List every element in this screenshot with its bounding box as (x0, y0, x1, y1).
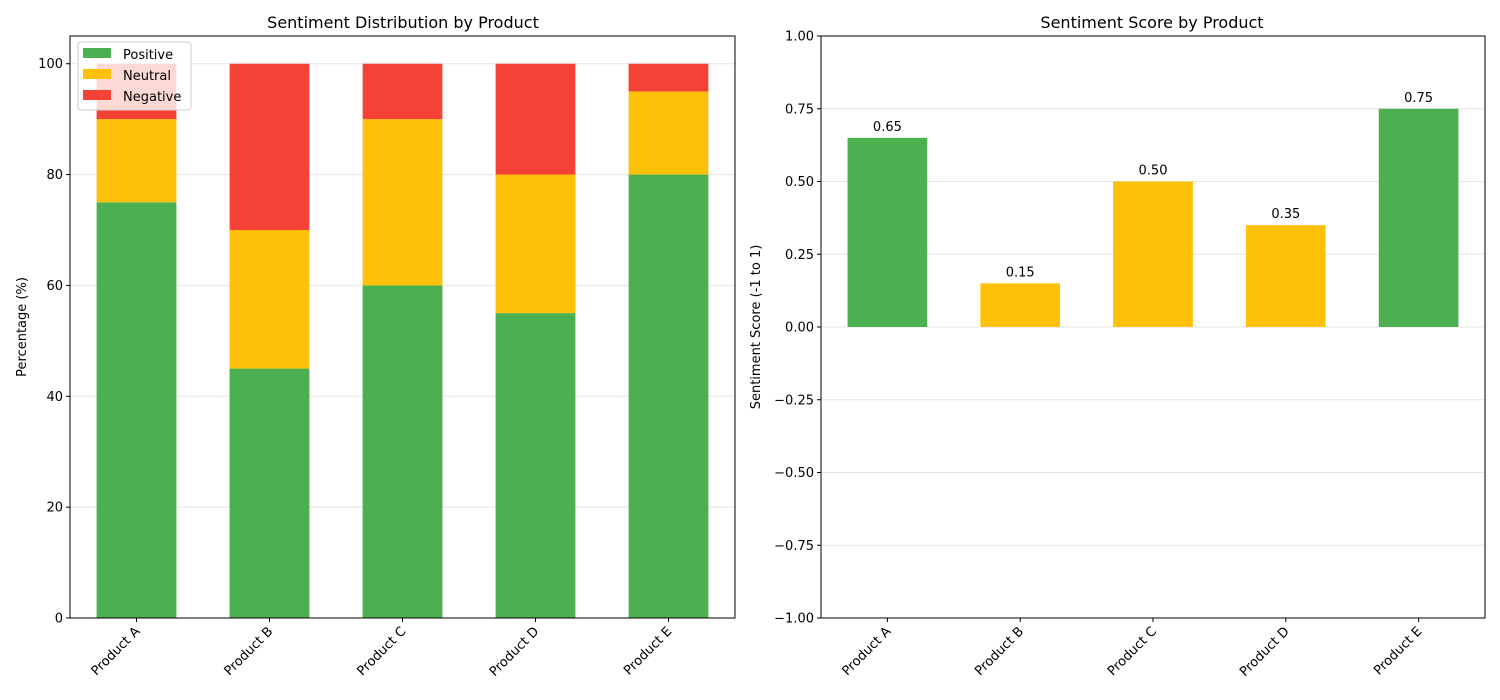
bar-negative-product-b (229, 63, 310, 230)
data-label: 0.65 (873, 120, 902, 135)
y-tick-label: 20 (46, 501, 63, 516)
y-tick-label: 0.00 (785, 321, 814, 336)
y-tick-label: −0.50 (774, 466, 814, 481)
y-tick-label: −0.75 (774, 539, 814, 554)
y-tick-label: 80 (46, 168, 63, 183)
legend-swatch-neutral (83, 69, 111, 79)
y-tick-label: 0.50 (785, 175, 814, 190)
y-ticks: −1.00 −0.75 −0.50 −0.25 0.00 0.25 0.50 0.75 1.00 (774, 30, 821, 627)
sentiment-score-chart: Sentiment Score by Product Sentiment Sco… (749, 13, 1486, 680)
bar-negative-product-e (628, 63, 709, 92)
bar-positive-product-b (229, 368, 310, 618)
legend-swatch-positive (83, 48, 111, 58)
bar-product-e (1378, 108, 1459, 327)
bar-product-a (847, 137, 928, 327)
y-tick-label: 0 (55, 612, 63, 627)
y-tick-label: 1.00 (785, 30, 814, 45)
bar-neutral-product-c (362, 119, 443, 286)
bar-positive-product-a (96, 202, 177, 619)
bar-positive-product-d (495, 313, 576, 618)
value-labels: 0.65 0.15 0.50 0.35 0.75 (873, 91, 1433, 281)
data-label: 0.35 (1271, 207, 1300, 222)
chart-title: Sentiment Distribution by Product (267, 13, 539, 32)
legend-label-positive: Positive (123, 48, 173, 63)
data-label: 0.15 (1006, 265, 1035, 280)
bar-neutral-product-e (628, 91, 709, 175)
bar-neutral-product-b (229, 230, 310, 369)
bars (847, 108, 1459, 327)
bar-product-c (1113, 181, 1193, 327)
y-ticks: 0 20 40 60 80 100 (38, 57, 70, 627)
y-axis-label: Percentage (%) (15, 277, 30, 377)
data-label: 0.50 (1139, 164, 1168, 179)
legend: Positive Neutral Negative (77, 41, 192, 111)
y-tick-label: −0.25 (774, 393, 814, 408)
bar-product-b (980, 283, 1061, 327)
bar-neutral-product-a (96, 119, 177, 203)
legend-label-negative: Negative (123, 90, 181, 105)
data-label: 0.75 (1404, 91, 1433, 106)
bar-negative-product-c (362, 63, 443, 120)
chart-title: Sentiment Score by Product (1040, 13, 1263, 32)
y-tick-label: 40 (46, 390, 63, 405)
bars (96, 63, 709, 619)
bar-positive-product-c (362, 285, 443, 618)
legend-label-neutral: Neutral (123, 69, 171, 84)
y-tick-label: −1.00 (774, 612, 814, 627)
bar-product-d (1245, 225, 1326, 327)
legend-swatch-negative (83, 90, 111, 100)
bar-negative-product-d (495, 63, 576, 175)
y-tick-label: 0.25 (785, 248, 814, 263)
y-tick-label: 60 (46, 279, 63, 294)
y-tick-label: 100 (38, 57, 63, 72)
bar-neutral-product-d (495, 174, 576, 314)
y-axis-label: Sentiment Score (-1 to 1) (749, 245, 764, 410)
bar-positive-product-e (628, 174, 709, 619)
y-tick-label: 0.75 (785, 102, 814, 117)
